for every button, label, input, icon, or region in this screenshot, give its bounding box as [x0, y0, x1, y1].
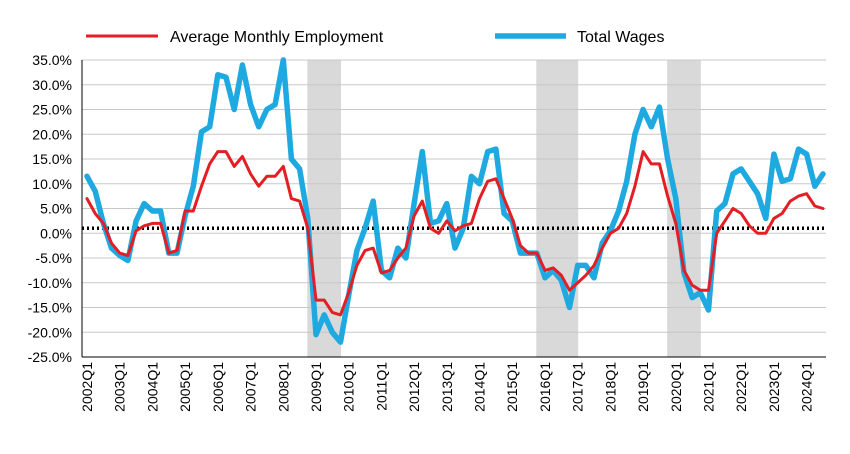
x-axis: 2002Q1 2003Q1 2004Q1 2005Q1 2006Q1 2007Q1 2008…: [79, 356, 826, 412]
y-tick-label: -5.0%: [35, 250, 72, 266]
y-tick-label: 30.0%: [32, 77, 72, 93]
y-tick-label: -25.0%: [28, 349, 72, 365]
y-tick-label: 15.0%: [32, 151, 72, 167]
x-tick-label: 2002Q1: [79, 362, 95, 412]
legend: Average Monthly Employment Total Wages: [86, 29, 664, 46]
x-tick-label: 2005Q1: [177, 362, 193, 412]
y-tick-label: -20.0%: [28, 324, 72, 340]
x-tick-label: 2020Q1: [668, 362, 684, 412]
legend-label: Average Monthly Employment: [170, 29, 384, 46]
y-tick-label: 20.0%: [32, 126, 72, 142]
x-tick-label: 2018Q1: [602, 362, 618, 412]
y-tick-label: -15.0%: [28, 300, 72, 316]
x-tick-label: 2008Q1: [275, 362, 291, 412]
x-tick-label: 2022Q1: [733, 362, 749, 412]
y-tick-label: 25.0%: [32, 102, 72, 118]
x-tick-label: 2009Q1: [308, 362, 324, 412]
y-tick-label: 5.0%: [40, 201, 72, 217]
series: [84, 57, 826, 345]
x-tick-label: 2021Q1: [701, 362, 717, 412]
x-tick-label: 2017Q1: [570, 362, 586, 412]
y-tick-label: 35.0%: [32, 52, 72, 68]
x-tick-label: 2019Q1: [635, 362, 651, 412]
y-tick-label: -10.0%: [28, 275, 72, 291]
x-tick-label: 2023Q1: [766, 362, 782, 412]
x-tick-label: 2007Q1: [243, 362, 259, 412]
y-axis: 35.0% 30.0% 25.0% 20.0% 15.0% 10.0% 5.0% 0.0% -5…: [28, 52, 83, 365]
x-tick-label: 2015Q1: [504, 362, 520, 412]
y-tick-label: 0.0%: [40, 225, 72, 241]
y-tick-label: 10.0%: [32, 176, 72, 192]
x-tick-label: 2004Q1: [144, 362, 160, 412]
x-tick-label: 2016Q1: [537, 362, 553, 412]
series-line-total-wages: [84, 57, 826, 345]
x-tick-label: 2006Q1: [210, 362, 226, 412]
x-tick-label: 2012Q1: [406, 362, 422, 412]
x-tick-label: 2014Q1: [472, 362, 488, 412]
x-tick-label: 2010Q1: [341, 362, 357, 412]
x-tick-label: 2024Q1: [799, 362, 815, 412]
series-line-average-monthly-employment: [85, 150, 825, 317]
x-tick-label: 2013Q1: [439, 362, 455, 412]
x-tick-label: 2003Q1: [112, 362, 128, 412]
x-tick-label: 2011Q1: [373, 362, 389, 411]
legend-label: Total Wages: [577, 29, 664, 46]
